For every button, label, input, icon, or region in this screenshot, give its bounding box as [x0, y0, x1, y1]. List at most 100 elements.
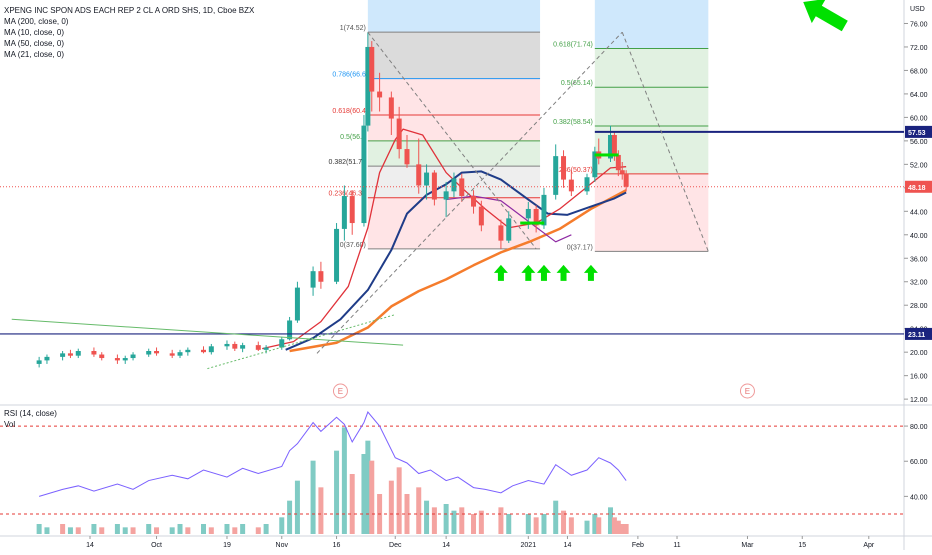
- candle-body: [471, 196, 477, 207]
- vol-title[interactable]: Vol: [4, 420, 16, 429]
- rsi-line: [38, 411, 627, 497]
- earnings-marker: [739, 383, 755, 399]
- price-tick-label: 44.00: [910, 209, 928, 216]
- time-tick-label: 2021: [521, 542, 537, 549]
- rsi-title[interactable]: RSI (14, close): [4, 409, 57, 418]
- candle-body: [478, 206, 484, 226]
- candle-body: [255, 345, 261, 350]
- candle-body: [310, 271, 316, 288]
- candle-body: [561, 156, 567, 180]
- last-price-tag-label: 48.18: [908, 185, 926, 192]
- candle-body: [200, 349, 206, 353]
- candle-body: [99, 354, 105, 359]
- level-tag: [905, 327, 932, 340]
- candle-body: [619, 170, 625, 174]
- volume-bar: [615, 520, 621, 534]
- candle-body: [60, 353, 66, 357]
- price-tick-label: 16.00: [910, 374, 928, 381]
- fib-right-extension: [594, 0, 709, 49]
- volume-bar: [36, 524, 42, 534]
- symbol-title[interactable]: XPENG INC SPON ADS EACH REP 2 CL A ORD S…: [4, 6, 255, 15]
- rsi-tick-label: 60.00: [910, 459, 928, 466]
- volume-bar: [208, 527, 214, 534]
- fib-guide-diagonal: [367, 31, 537, 250]
- fib-right-zone: [594, 48, 709, 88]
- candle-body: [91, 351, 97, 355]
- indicator-ma10[interactable]: MA (10, close, 0): [4, 28, 65, 37]
- up-arrow-icon: [556, 264, 571, 281]
- volume-bar: [584, 520, 590, 534]
- fib-left-zone: [367, 32, 541, 79]
- volume-layer: [36, 427, 629, 534]
- volume-bar: [99, 527, 105, 534]
- candle-body: [611, 135, 617, 155]
- volume-bar: [279, 517, 285, 534]
- time-tick-label: Oct: [151, 542, 162, 549]
- level-tag-label: 57.53: [908, 130, 926, 137]
- left-arrow-icon: [803, 0, 848, 32]
- candle-body: [623, 173, 629, 187]
- trendline: [11, 318, 404, 346]
- earnings-marker: [332, 383, 348, 399]
- volume-bar: [592, 514, 598, 534]
- volume-bar: [349, 474, 355, 534]
- volume-bar: [114, 524, 120, 534]
- up-arrow-icon: [493, 264, 508, 281]
- moving-average-layer: [262, 128, 627, 353]
- axis-layer: 76.00 72.00 68.00 64.00 60.00 56.00 52.00 44.00…: [86, 6, 932, 549]
- candle-body: [44, 356, 50, 361]
- volume-bar: [310, 460, 316, 534]
- volume-bar: [91, 524, 97, 534]
- price-tick-label: 40.00: [910, 233, 928, 240]
- time-tick-label: 14: [86, 542, 94, 549]
- volume-bar: [341, 427, 347, 534]
- rsi-tick-label: 40.00: [910, 494, 928, 501]
- candle-body: [568, 179, 574, 192]
- price-tick-label: 12.00: [910, 397, 928, 404]
- level-tag-label: 23.11: [908, 332, 925, 339]
- candle-body: [240, 345, 246, 349]
- candle-body: [185, 349, 191, 353]
- candle-body: [533, 208, 539, 226]
- candle-body: [208, 346, 214, 353]
- candle-body: [287, 320, 293, 340]
- volume-bar: [185, 527, 191, 534]
- volume-bar: [177, 524, 183, 534]
- candle-body: [506, 218, 512, 241]
- price-tick-label: 60.00: [910, 115, 928, 122]
- candle-body: [404, 149, 410, 165]
- volume-bar: [471, 514, 477, 534]
- indicator-ma200[interactable]: MA (200, close, 0): [4, 17, 69, 26]
- volume-bar: [443, 504, 449, 534]
- price-tick-label: 32.00: [910, 280, 928, 287]
- fib-left-zone: [367, 78, 541, 116]
- volume-bar: [506, 514, 512, 534]
- candle-body: [177, 352, 183, 356]
- time-tick-label: Apr: [863, 542, 875, 549]
- candle-body: [592, 151, 598, 178]
- indicator-ma50[interactable]: MA (50, close, 0): [4, 39, 65, 48]
- candle-body: [443, 191, 449, 200]
- time-tick-label: Dec: [389, 542, 402, 549]
- candle-body: [377, 91, 383, 98]
- candle-body: [146, 351, 152, 355]
- volume-bar: [568, 517, 574, 534]
- volume-bar: [146, 524, 152, 534]
- volume-bar: [232, 527, 238, 534]
- volume-bar: [334, 450, 340, 534]
- ma200-line: [285, 170, 627, 351]
- candle-body: [424, 172, 430, 186]
- fib-left-zone: [367, 115, 541, 141]
- candle-body: [607, 135, 613, 159]
- volume-bar: [369, 460, 375, 534]
- time-tick-label: 16: [333, 542, 341, 549]
- candle-body: [279, 339, 285, 348]
- candle-body: [416, 164, 422, 186]
- volume-bar: [388, 480, 394, 534]
- volume-bar: [318, 487, 324, 534]
- indicator-ma21[interactable]: MA (21, close, 0): [4, 50, 65, 59]
